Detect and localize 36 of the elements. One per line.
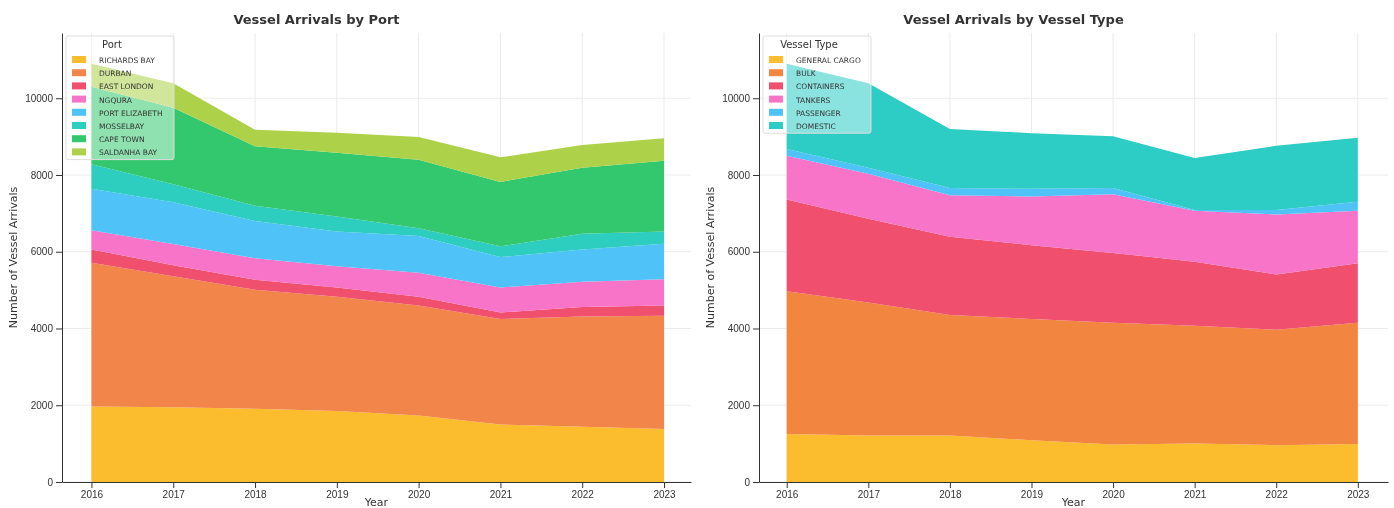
y-axis-title: Number of Vessel Arrivals xyxy=(7,186,20,329)
x-tick-label: 2021 xyxy=(1184,489,1207,501)
legend-title: Port xyxy=(102,39,122,50)
x-tick-label: 2018 xyxy=(939,489,962,501)
y-tick-label: 2000 xyxy=(727,399,751,411)
x-tick-label: 2017 xyxy=(857,489,881,501)
x-tick-label: 2016 xyxy=(776,489,799,501)
chart-title: Vessel Arrivals by Vessel Type xyxy=(903,12,1124,27)
x-axis-title: Year xyxy=(1060,496,1086,508)
y-tick-label: 0 xyxy=(744,476,751,488)
y-tick-label: 8000 xyxy=(727,169,751,181)
x-tick-label: 2020 xyxy=(1102,489,1126,501)
x-tick-label: 2022 xyxy=(1265,489,1289,501)
y-tick-label: 6000 xyxy=(727,246,751,258)
x-axis-title: Year xyxy=(363,496,389,508)
y-tick-label: 8000 xyxy=(30,169,54,181)
chart-title: Vessel Arrivals by Port xyxy=(233,12,400,27)
y-tick-label: 0 xyxy=(47,476,54,488)
y-tick-label: 10000 xyxy=(25,92,54,104)
y-tick-label: 4000 xyxy=(727,323,751,335)
x-tick-label: 2023 xyxy=(1347,489,1370,501)
y-tick-label: 10000 xyxy=(722,92,751,104)
y-tick-label: 4000 xyxy=(30,323,54,335)
y-tick-label: 2000 xyxy=(30,399,54,411)
x-tick-label: 2022 xyxy=(571,489,595,501)
x-tick-label: 2019 xyxy=(326,489,349,501)
x-tick-label: 2019 xyxy=(1020,489,1044,501)
x-tick-label: 2016 xyxy=(80,489,104,501)
x-tick-label: 2023 xyxy=(653,489,677,501)
x-tick-label: 2018 xyxy=(244,489,268,501)
y-tick-label: 6000 xyxy=(30,246,54,258)
y-axis-title: Number of Vessel Arrivals xyxy=(704,186,717,329)
x-tick-label: 2017 xyxy=(162,489,186,501)
x-tick-label: 2021 xyxy=(489,489,513,501)
x-tick-label: 2020 xyxy=(408,489,431,501)
legend-title: Vessel Type xyxy=(780,39,838,50)
